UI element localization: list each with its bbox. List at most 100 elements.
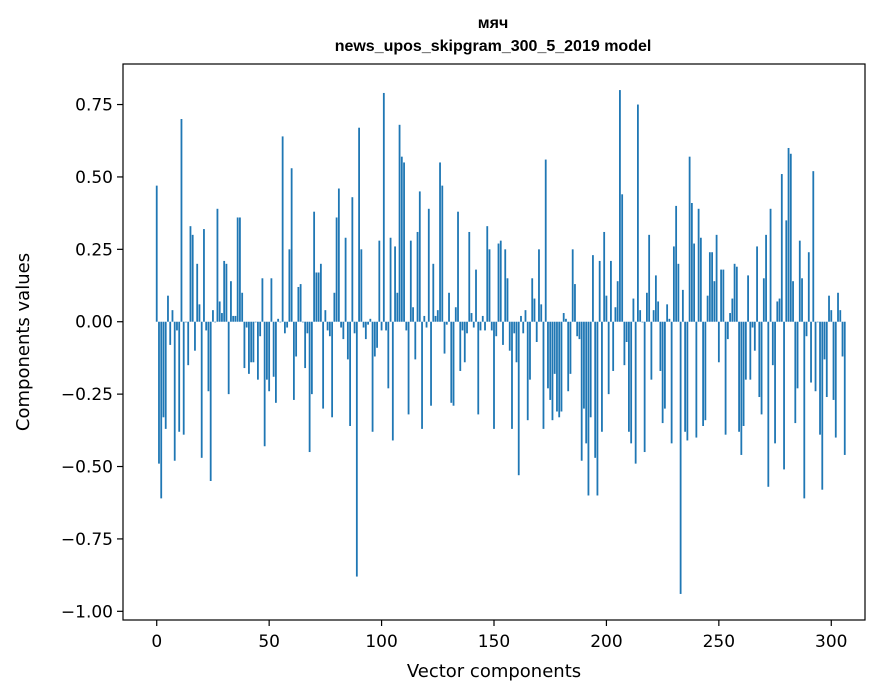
bar-113 (409, 240, 412, 322)
bar-140 (470, 313, 473, 322)
bar-7 (171, 310, 174, 322)
bar-209 (625, 321, 628, 342)
bar-134 (457, 211, 459, 322)
bar-153 (499, 240, 502, 322)
bar-265 (751, 321, 754, 328)
bar-299 (828, 295, 830, 322)
bar-287 (801, 278, 803, 322)
bar-48 (263, 321, 266, 447)
bar-35 (234, 315, 237, 322)
bar-163 (522, 321, 525, 334)
bar-143 (477, 321, 480, 415)
bar-14 (187, 321, 190, 366)
bar-186 (574, 284, 576, 322)
bar-80 (335, 217, 338, 322)
x-axis-label: Vector components (407, 661, 581, 682)
bar-252 (722, 269, 725, 322)
bar-193 (589, 321, 592, 418)
bar-24 (209, 321, 212, 481)
bar-286 (798, 240, 801, 322)
bar-88 (353, 321, 356, 334)
bar-280 (785, 220, 788, 322)
bar-207 (621, 194, 624, 322)
bar-211 (630, 321, 633, 444)
x-tick-label: 150 (478, 632, 510, 652)
bar-71 (315, 272, 318, 322)
bar-188 (578, 321, 581, 340)
bar-217 (643, 321, 646, 453)
bar-23 (207, 321, 210, 392)
bar-259 (738, 321, 740, 432)
bar-22 (205, 321, 208, 331)
bar-98 (376, 321, 378, 348)
bar-79 (333, 292, 336, 322)
bar-105 (391, 321, 394, 441)
bar-93 (364, 321, 367, 340)
y-tick-label: 0.00 (75, 313, 113, 333)
bar-187 (576, 321, 579, 337)
bar-42 (250, 321, 253, 363)
bar-57 (283, 321, 286, 334)
bar-132 (452, 321, 455, 406)
bar-135 (459, 321, 462, 371)
bar-191 (585, 321, 588, 444)
bar-50 (268, 321, 271, 392)
bar-139 (468, 231, 471, 322)
bar-118 (421, 321, 423, 429)
bar-138 (466, 321, 468, 334)
bar-177 (553, 321, 556, 374)
bar-204 (614, 307, 617, 322)
bar-6 (169, 321, 172, 345)
bar-226 (663, 321, 666, 409)
bar-197 (598, 260, 601, 322)
bar-44 (254, 321, 257, 323)
bar-201 (607, 321, 610, 395)
bar-120 (425, 321, 428, 328)
bar-3 (162, 321, 165, 418)
bar-234 (681, 289, 684, 322)
bar-56 (281, 136, 284, 322)
bar-30 (223, 260, 226, 322)
bar-249 (715, 234, 718, 322)
x-tick-label: 0 (151, 632, 162, 652)
bar-160 (515, 321, 518, 363)
bar-213 (634, 321, 637, 464)
bar-162 (520, 315, 522, 322)
bar-224 (659, 321, 662, 371)
bar-269 (760, 321, 763, 415)
bar-123 (432, 263, 435, 322)
bar-124 (434, 315, 437, 322)
bar-104 (389, 237, 392, 322)
bar-47 (261, 278, 264, 322)
y-axis-label: Components values (13, 253, 34, 431)
bar-84 (344, 237, 347, 322)
bar-37 (239, 217, 241, 322)
x-tick-label: 250 (703, 632, 735, 652)
bar-100 (380, 321, 383, 331)
bar-227 (666, 304, 669, 322)
bar-77 (328, 321, 331, 337)
bar-277 (778, 298, 781, 322)
bar-178 (556, 321, 558, 412)
bar-271 (765, 234, 767, 322)
bar-229 (670, 321, 673, 444)
bar-131 (450, 321, 453, 403)
bar-101 (382, 92, 385, 322)
bar-103 (387, 321, 390, 389)
bar-279 (783, 321, 785, 470)
bar-274 (771, 321, 774, 366)
bar-19 (198, 304, 201, 322)
bar-4 (164, 321, 167, 429)
bar-72 (317, 272, 320, 322)
bar-5 (167, 295, 169, 322)
bar-256 (731, 298, 734, 322)
bar-294 (816, 321, 819, 323)
bar-97 (373, 321, 376, 357)
bar-240 (695, 321, 698, 438)
bar-241 (697, 208, 700, 322)
bar-121 (427, 208, 430, 322)
x-tick-label: 300 (815, 632, 847, 652)
bar-282 (789, 153, 792, 322)
bar-284 (794, 321, 797, 424)
bar-117 (418, 191, 421, 322)
